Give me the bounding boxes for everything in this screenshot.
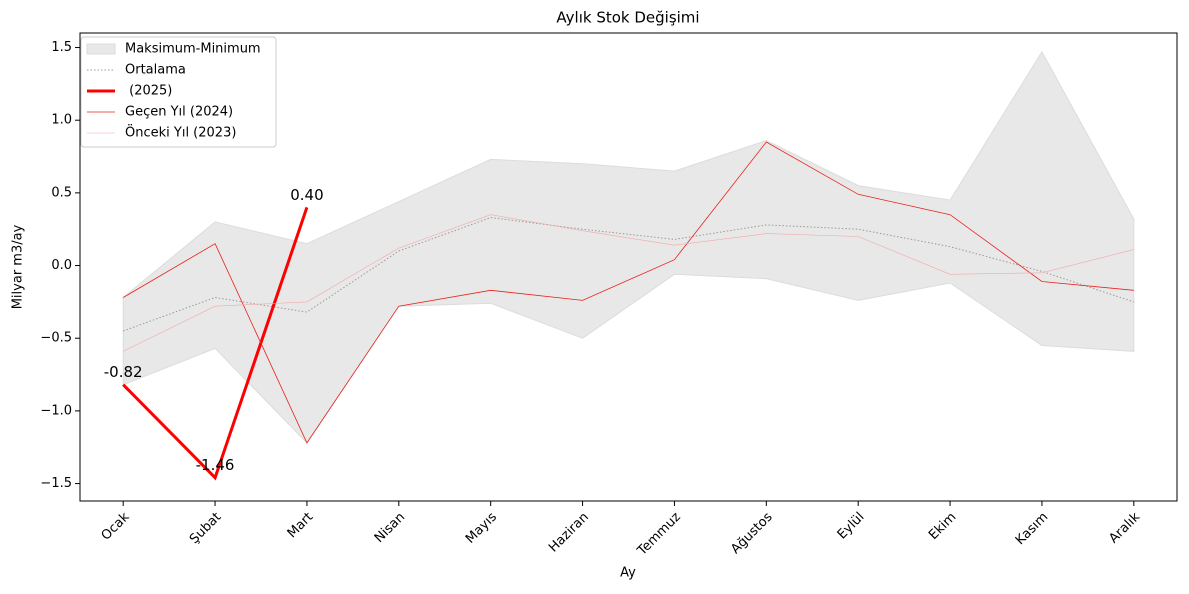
y-tick-label: −0.5: [40, 331, 72, 346]
x-tick-label: Nisan: [372, 510, 408, 546]
value-label: -1.46: [196, 456, 235, 474]
y-tick-label: 1.0: [51, 113, 72, 128]
series-line: [123, 217, 1134, 332]
y-tick-label: 1.5: [51, 40, 72, 55]
y-axis-label: Milyar m3/ay: [11, 224, 26, 309]
x-tick-label: Kasım: [1013, 510, 1051, 548]
legend-label: (2025): [125, 84, 172, 99]
series-line: [123, 214, 1134, 352]
y-tick-label: 0.0: [51, 258, 72, 273]
x-tick-label: Şubat: [187, 510, 224, 547]
y-tick-label: −1.5: [40, 476, 72, 491]
legend-label: Önceki Yıl (2023): [125, 124, 236, 141]
value-label: -0.82: [104, 363, 143, 381]
x-tick-label: Ocak: [99, 509, 133, 543]
series-line: [122, 206, 309, 481]
x-tick-label: Temmuz: [634, 510, 684, 560]
series-line: [122, 141, 1134, 444]
legend-label: Ortalama: [125, 63, 186, 78]
x-tick-label: Mayıs: [463, 510, 500, 547]
y-tick-label: 0.5: [51, 185, 72, 200]
legend-swatch: [86, 43, 116, 55]
value-label: 0.40: [290, 186, 323, 204]
legend-label: Maksimum-Minimum: [125, 42, 261, 57]
x-tick-label: Ağustos: [728, 510, 776, 558]
x-tick-label: Mart: [285, 510, 317, 542]
legend-box: [80, 36, 277, 148]
x-axis-label: Ay: [620, 566, 636, 581]
x-tick-label: Eylül: [835, 510, 868, 543]
legend: Maksimum-Minimum Ortalama (2025) Geçen Yıl…: [80, 36, 277, 148]
legend-label: Geçen Yıl (2024): [125, 105, 233, 120]
plot-frame: [79, 32, 1178, 502]
x-tick-label: Haziran: [546, 510, 592, 556]
y-tick-label: −1.0: [40, 403, 72, 418]
chart-title: Aylık Stok Değişimi: [556, 9, 699, 27]
x-tick-label: Aralık: [1106, 509, 1143, 546]
x-tick-label: Ekim: [926, 510, 959, 543]
